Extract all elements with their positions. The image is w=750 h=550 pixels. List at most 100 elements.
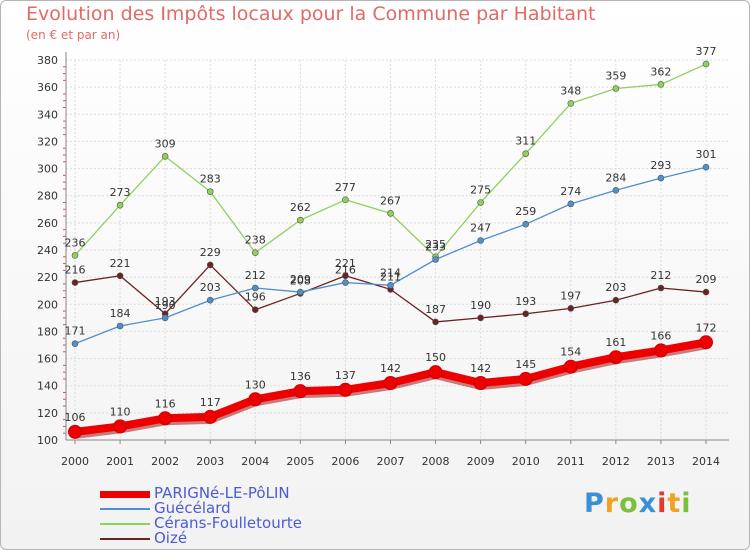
data-point <box>293 384 308 399</box>
data-label: 190 <box>155 299 176 312</box>
y-tick-label: 260 <box>37 217 58 230</box>
y-tick-label: 380 <box>37 54 58 67</box>
data-point <box>522 150 530 157</box>
data-label: 259 <box>515 205 536 218</box>
y-tick-label: 320 <box>37 135 58 148</box>
data-point <box>161 314 169 322</box>
data-point <box>473 376 488 390</box>
data-point <box>206 296 214 304</box>
data-label: 184 <box>110 307 131 320</box>
data-label: 362 <box>650 65 671 78</box>
data-point <box>657 81 665 88</box>
data-point <box>338 382 353 397</box>
legend-label: Cérans-Foulletourte <box>154 514 302 532</box>
x-tick-label: 2013 <box>647 455 675 468</box>
data-label: 273 <box>110 186 131 199</box>
data-label: 221 <box>110 257 131 270</box>
data-label: 283 <box>200 173 221 186</box>
data-label: 274 <box>560 185 581 198</box>
logo-letter: r <box>604 488 620 519</box>
data-point <box>251 306 259 314</box>
data-point <box>567 200 575 208</box>
data-label: 172 <box>696 321 717 334</box>
data-point <box>297 288 304 296</box>
data-point <box>248 392 263 407</box>
data-point <box>71 340 79 347</box>
data-point <box>251 249 259 257</box>
data-label: 196 <box>245 291 266 304</box>
data-label: 209 <box>696 273 717 286</box>
data-point <box>68 424 82 439</box>
data-label: 130 <box>245 378 266 391</box>
logo-letter: t <box>667 488 682 519</box>
data-point <box>477 237 484 244</box>
x-tick-label: 2008 <box>422 455 450 468</box>
legend-swatch <box>100 508 150 510</box>
data-point <box>71 279 79 286</box>
data-label: 235 <box>425 238 446 251</box>
data-label: 359 <box>605 70 626 83</box>
legend-swatch <box>100 538 150 540</box>
data-label: 197 <box>560 289 581 302</box>
data-label: 150 <box>425 351 446 364</box>
x-tick-label: 2004 <box>241 455 269 468</box>
x-tick-label: 2000 <box>61 455 89 468</box>
data-point <box>432 318 439 326</box>
data-point <box>522 310 530 318</box>
data-point <box>297 216 304 224</box>
data-point <box>251 284 259 292</box>
y-tick-label: 140 <box>37 380 58 393</box>
x-tick-label: 2012 <box>602 455 630 468</box>
data-point <box>612 186 620 194</box>
data-label: 193 <box>155 295 176 308</box>
data-label: 203 <box>200 281 221 294</box>
data-label: 203 <box>605 281 626 294</box>
data-point <box>116 272 124 280</box>
legend-label: Oizé <box>154 529 188 547</box>
x-tick-label: 2006 <box>331 455 359 468</box>
data-point <box>428 365 443 380</box>
data-point <box>608 350 623 365</box>
x-tick-label: 2009 <box>467 455 495 468</box>
data-label: 211 <box>380 270 401 283</box>
data-label: 275 <box>470 184 491 197</box>
data-label: 301 <box>696 148 717 161</box>
data-point <box>567 100 575 107</box>
data-point <box>383 376 398 390</box>
logo-letter: i <box>681 488 692 519</box>
data-point <box>702 288 710 296</box>
data-point <box>699 335 713 350</box>
data-point <box>657 284 665 292</box>
data-point <box>387 210 394 217</box>
data-label: 106 <box>65 411 86 424</box>
legend-swatch <box>100 523 150 525</box>
data-label: 171 <box>65 325 86 338</box>
data-label: 208 <box>290 274 311 287</box>
y-tick-label: 120 <box>37 407 58 420</box>
x-tick-label: 2007 <box>377 455 405 468</box>
data-label: 110 <box>110 405 131 418</box>
proxiti-logo: Proxiti <box>584 488 692 519</box>
x-tick-label: 2003 <box>196 455 224 468</box>
x-tick-label: 2010 <box>512 455 540 468</box>
y-tick-label: 160 <box>37 353 58 366</box>
data-label: 193 <box>515 295 536 308</box>
y-tick-label: 180 <box>37 325 58 338</box>
data-label: 190 <box>470 299 491 312</box>
data-label: 311 <box>515 135 536 148</box>
data-point <box>387 281 394 289</box>
x-tick-label: 2011 <box>557 455 585 468</box>
logo-letter: o <box>619 488 639 519</box>
data-label: 233 <box>425 241 446 254</box>
data-label: 145 <box>515 358 536 371</box>
y-tick-label: 280 <box>37 190 58 203</box>
data-point <box>342 279 349 286</box>
data-label: 136 <box>290 370 311 383</box>
data-point <box>158 411 173 426</box>
data-point <box>342 272 349 280</box>
data-point <box>113 419 128 434</box>
data-point <box>203 409 218 424</box>
legend-swatch <box>100 491 150 498</box>
data-label: 221 <box>335 257 356 270</box>
